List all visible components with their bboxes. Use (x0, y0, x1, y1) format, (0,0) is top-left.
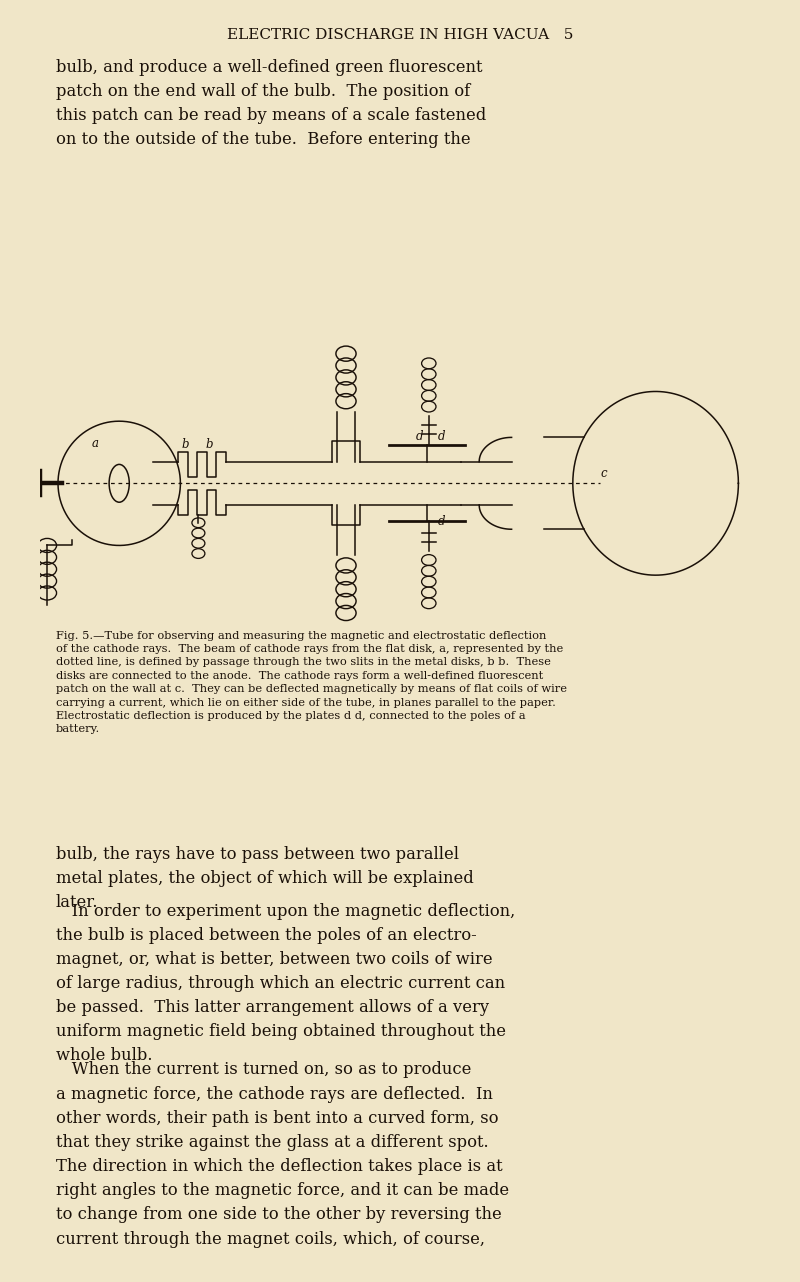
Text: b: b (206, 438, 213, 451)
Text: Fig. 5.—Tube for observing and measuring the magnetic and electrostatic deflecti: Fig. 5.—Tube for observing and measuring… (56, 631, 567, 735)
Text: bulb, the rays have to pass between two parallel
metal plates, the object of whi: bulb, the rays have to pass between two … (56, 846, 474, 912)
Text: When the current is turned on, so as to produce
a magnetic force, the cathode ra: When the current is turned on, so as to … (56, 1061, 509, 1247)
Text: bulb, and produce a well-defined green fluorescent
patch on the end wall of the : bulb, and produce a well-defined green f… (56, 59, 486, 149)
Text: In order to experiment upon the magnetic deflection,
the bulb is placed between : In order to experiment upon the magnetic… (56, 903, 515, 1064)
Text: ELECTRIC DISCHARGE IN HIGH VACUA   5: ELECTRIC DISCHARGE IN HIGH VACUA 5 (227, 28, 573, 42)
Text: a: a (92, 437, 99, 450)
Text: b: b (182, 438, 190, 451)
Text: d: d (438, 515, 445, 528)
Text: d: d (416, 429, 423, 444)
Text: d: d (438, 429, 445, 444)
Text: c: c (600, 467, 606, 479)
